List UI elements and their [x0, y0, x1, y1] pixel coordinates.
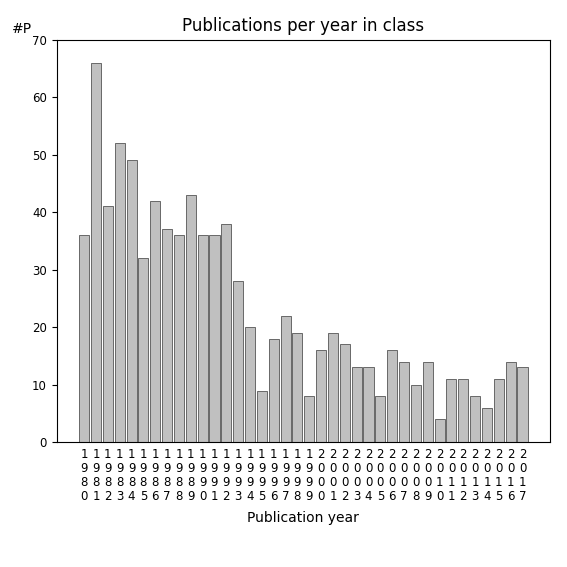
Bar — [221, 224, 231, 442]
X-axis label: Publication year: Publication year — [247, 511, 359, 525]
Bar — [198, 235, 208, 442]
Bar — [506, 362, 516, 442]
Bar — [209, 235, 219, 442]
Bar — [186, 195, 196, 442]
Bar — [482, 408, 492, 442]
Bar — [162, 230, 172, 442]
Bar — [245, 327, 255, 442]
Bar — [375, 396, 386, 442]
Bar — [494, 379, 504, 442]
Bar — [115, 143, 125, 442]
Bar — [387, 350, 397, 442]
Bar — [446, 379, 456, 442]
Bar — [458, 379, 468, 442]
Bar — [174, 235, 184, 442]
Bar — [518, 367, 527, 442]
Bar — [470, 396, 480, 442]
Bar — [126, 160, 137, 442]
Bar — [304, 396, 314, 442]
Bar — [363, 367, 374, 442]
Bar — [411, 385, 421, 442]
Bar — [138, 258, 149, 442]
Bar — [352, 367, 362, 442]
Bar — [340, 345, 350, 442]
Y-axis label: #P: #P — [12, 22, 32, 36]
Bar — [150, 201, 160, 442]
Bar — [79, 235, 89, 442]
Bar — [399, 362, 409, 442]
Bar — [423, 362, 433, 442]
Bar — [293, 333, 302, 442]
Bar — [233, 281, 243, 442]
Bar — [434, 419, 445, 442]
Bar — [91, 63, 101, 442]
Bar — [103, 206, 113, 442]
Bar — [257, 391, 267, 442]
Title: Publications per year in class: Publications per year in class — [182, 18, 425, 35]
Bar — [281, 316, 291, 442]
Bar — [328, 333, 338, 442]
Bar — [316, 350, 326, 442]
Bar — [269, 338, 279, 442]
